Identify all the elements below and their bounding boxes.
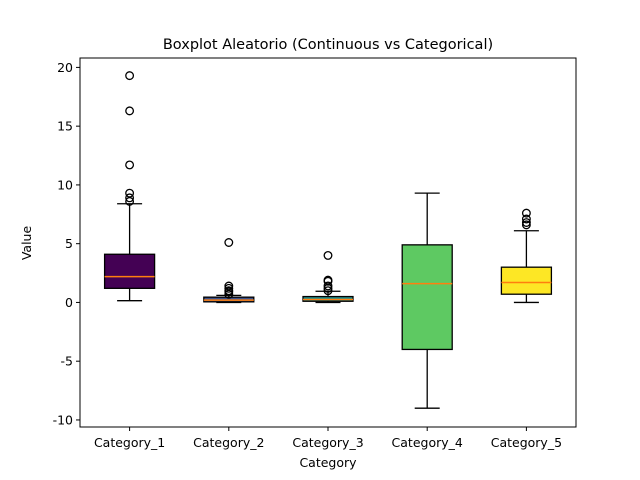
outlier-point [323,250,333,260]
y-tick-label: 0 [65,295,73,310]
axes-frame [79,57,577,428]
outlier-point [224,238,234,247]
outlier-point [224,286,234,296]
outlier-point [125,160,135,170]
y-tick-label: 5 [65,236,73,251]
x-tick-label: Category_5 [491,435,562,450]
outlier-point [125,71,135,81]
outlier-point [521,220,531,230]
outlier-point [521,208,531,218]
outlier-point [224,283,234,293]
x-tick-label: Category_4 [392,435,463,450]
y-tick-label: 10 [57,177,73,192]
outlier-point [323,275,333,285]
outlier-point [323,286,333,296]
box-category-1 [103,253,156,289]
outlier-point [323,281,333,291]
box-category-5 [500,266,553,295]
x-tick-label: Category_3 [292,435,363,450]
x-tick-label: Category_1 [94,435,165,450]
y-tick-label: 15 [57,119,73,134]
x-axis-label: Category [299,455,357,470]
outlier-point [125,106,135,116]
chart-title: Boxplot Aleatorio (Continuous vs Categor… [163,37,493,53]
x-tick-label: Category_2 [193,435,264,450]
plot-area: -10 -5 0 5 10 15 20 Category_1 Category_2 Categor… [53,57,577,450]
box-category-4 [401,244,453,351]
outlier-point [521,214,531,224]
y-tick-label: -5 [61,354,73,369]
outlier-point [125,188,135,198]
y-tick-label: 20 [57,60,73,75]
outlier-point [521,218,531,227]
y-axis-label: Value [19,226,34,261]
y-tick-label: -10 [53,412,73,427]
outlier-point [125,193,135,203]
outlier-point [224,281,234,291]
